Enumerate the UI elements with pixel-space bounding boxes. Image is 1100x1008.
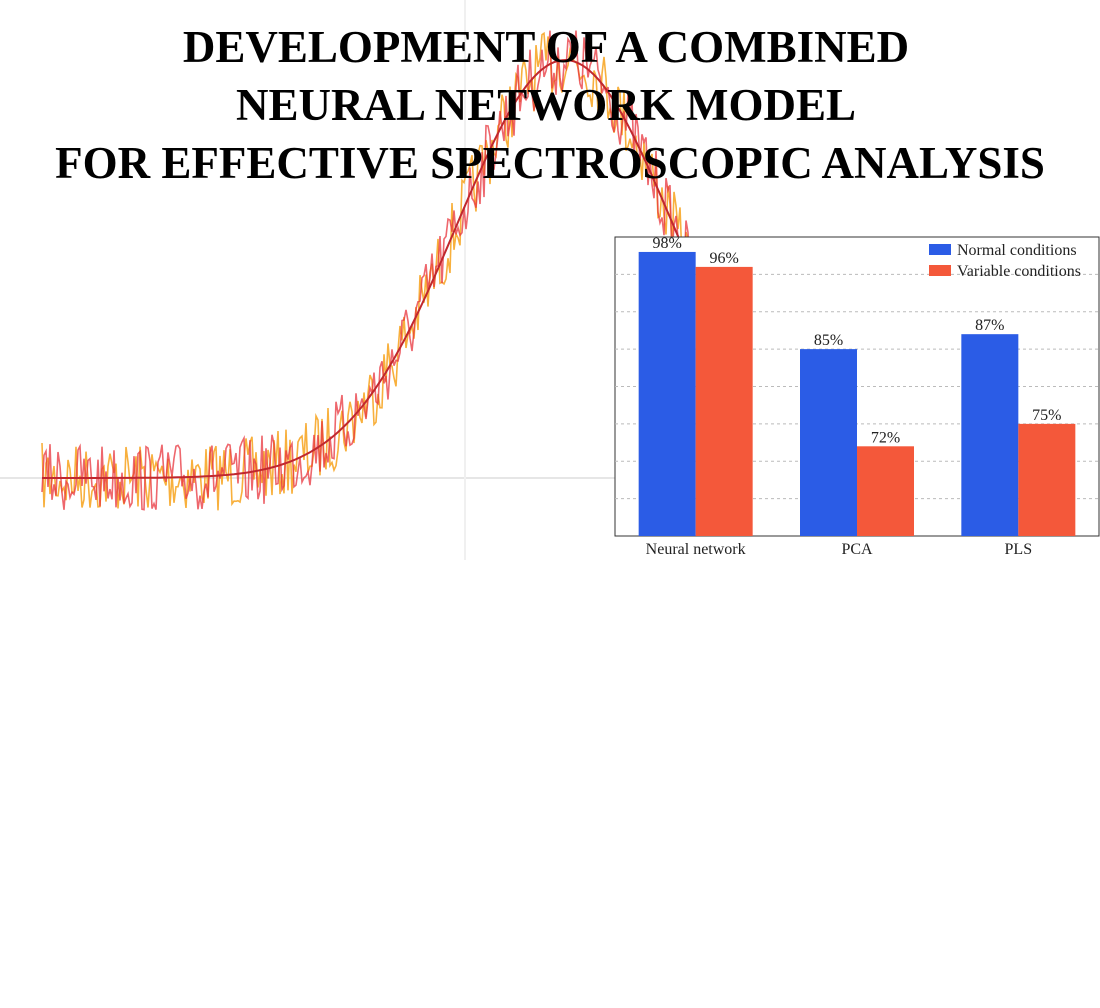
- x-tick-label: PCA: [841, 541, 873, 558]
- value-label: 75%: [1032, 407, 1061, 424]
- bar: [857, 446, 914, 536]
- legend-label: Variable conditions: [957, 263, 1081, 280]
- x-tick-label: Neural network: [646, 541, 746, 558]
- legend-label: Normal conditions: [957, 242, 1077, 259]
- title-line: NEURAL NETWORK MODEL: [236, 80, 856, 130]
- spectrum-fit: [42, 58, 691, 479]
- spectrum-noise: [41, 30, 691, 511]
- legend-swatch: [929, 244, 951, 255]
- value-label: 85%: [814, 332, 843, 349]
- value-label: 87%: [975, 317, 1004, 334]
- bar: [695, 266, 753, 536]
- bar: [1018, 423, 1076, 536]
- value-label: 72%: [871, 429, 900, 446]
- legend-swatch: [929, 265, 951, 276]
- bar: [961, 334, 1019, 536]
- bar: [800, 349, 857, 536]
- title-line: FOR EFFECTIVE SPECTROSCOPIC ANALYSIS: [55, 138, 1045, 188]
- bar-chart: Neural network 98% 96% PCA 85% 72% PLS 87% 75% No…: [615, 235, 1099, 558]
- value-label: 98%: [653, 235, 682, 252]
- value-label: 96%: [710, 250, 739, 267]
- background-spectrum: [0, 0, 691, 560]
- bar: [638, 251, 696, 536]
- title-line: DEVELOPMENT OF A COMBINED: [183, 22, 909, 72]
- title: DEVELOPMENT OF A COMBINED NEURAL NETWORK…: [55, 22, 1045, 188]
- x-tick-label: PLS: [1005, 541, 1033, 558]
